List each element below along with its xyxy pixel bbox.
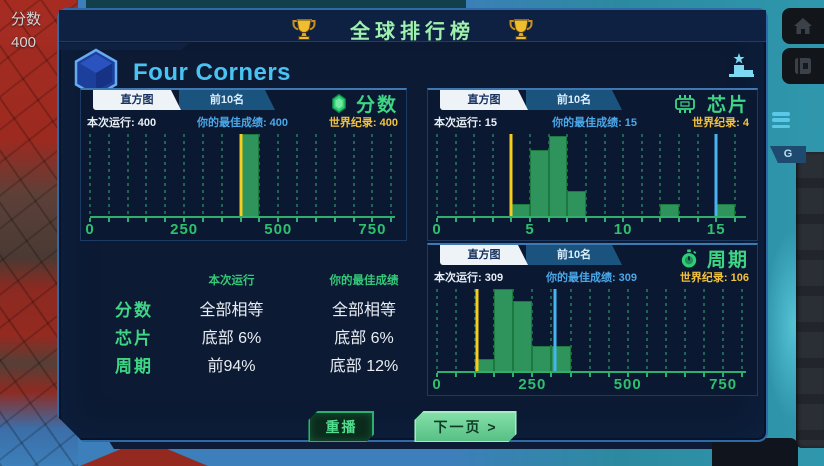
- cycles-panel-title: 周期: [706, 250, 749, 271]
- replay-button[interactable]: 重播: [308, 411, 374, 443]
- tab-histogram[interactable]: 直方图: [440, 90, 528, 110]
- tab-histogram-label: 直方图: [120, 94, 154, 106]
- save-button[interactable]: [782, 48, 824, 84]
- axis-tick-label: 250: [518, 376, 547, 393]
- dialog-notch: [59, 43, 189, 50]
- cycles-record-text: 世界纪录: 106: [679, 272, 749, 284]
- tab-histogram[interactable]: 直方图: [93, 90, 181, 110]
- stat-score-label: 分数: [115, 301, 153, 320]
- cycles-panel: 直方图 前10名 周期 本次运行: 309 你的最佳成绩: 309 世界纪录: …: [427, 243, 758, 396]
- tab-top10[interactable]: 前10名: [179, 90, 275, 110]
- record-marker-line: [476, 289, 479, 371]
- axis-tick-label: 0: [432, 221, 442, 238]
- cycles-best-text: 你的最佳成绩: 309: [545, 272, 638, 284]
- tab-top10-label: 前10名: [556, 249, 592, 261]
- chips-record-text: 世界纪录: 4: [692, 117, 749, 129]
- tab-histogram-label: 直方图: [467, 94, 501, 106]
- axis-tick-label: 0: [432, 376, 442, 393]
- axis-tick-label: 250: [170, 221, 199, 238]
- axis-tick-label: 750: [358, 221, 387, 238]
- record-marker-line: [510, 134, 513, 216]
- hamburger-menu-icon[interactable]: [770, 111, 792, 129]
- stat-chips-label: 芯片: [115, 329, 153, 348]
- hud-score: 分数 400: [11, 8, 41, 54]
- best-marker-line: [715, 134, 718, 216]
- score-best-text: 你的最佳成绩: 400: [196, 117, 289, 129]
- stat-cycles-best: 底部 12%: [329, 358, 399, 375]
- hud-score-label: 分数: [11, 11, 42, 28]
- histogram-bar: [494, 289, 513, 371]
- side-panel-background: [796, 152, 824, 448]
- stat-score-best: 全部相等: [331, 302, 396, 319]
- stopwatch-icon: [680, 248, 698, 269]
- puzzle-name: Four Corners: [133, 59, 292, 86]
- trophy-icon: [292, 18, 316, 41]
- record-marker-line: [239, 134, 242, 216]
- dialog-title: 全球排行榜: [350, 21, 475, 43]
- stat-cycles-run: 前94%: [207, 358, 256, 375]
- comparison-col-best: 你的最佳成绩: [329, 275, 399, 287]
- axis-tick-label: 10: [613, 221, 633, 238]
- tab-histogram-label: 直方图: [467, 249, 501, 261]
- gem-icon: [331, 93, 347, 114]
- tab-top10[interactable]: 前10名: [526, 90, 622, 110]
- score-histogram: 0 250 500 750: [90, 134, 395, 218]
- histogram-bar: [511, 204, 530, 216]
- chips-panel: 直方图 前10名 芯片 本次运行: 15 你的最佳成绩: 15 世界纪录: 4 …: [427, 88, 758, 241]
- stat-cycles-label: 周期: [115, 357, 153, 376]
- tab-top10-label: 前10名: [556, 94, 592, 106]
- red-block-foreground: [80, 449, 208, 466]
- histogram-bar: [660, 204, 679, 216]
- score-panel: 直方图 前10名 分数 本次运行: 400 你的最佳成绩: 400 世界纪录: …: [80, 88, 407, 241]
- score-run-text: 本次运行: 400: [87, 117, 157, 129]
- bottom-right-block: [712, 438, 798, 466]
- axis-tick-label: 500: [613, 376, 642, 393]
- tab-top10[interactable]: 前10名: [526, 245, 622, 265]
- histogram-bar: [532, 346, 551, 371]
- leaderboard-podium-icon: [726, 52, 756, 79]
- next-page-button[interactable]: 下一页 >: [414, 411, 516, 443]
- stat-score-run: 全部相等: [199, 302, 264, 319]
- histogram-bar: [530, 150, 549, 216]
- stat-chips-best: 底部 6%: [334, 330, 394, 347]
- histogram-bar: [475, 359, 494, 371]
- leaderboard-dialog: 全球排行榜 Four Corners 直方图 前10名: [57, 8, 768, 442]
- chips-panel-title: 芯片: [706, 95, 749, 116]
- axis-tick-label: 5: [525, 221, 535, 238]
- axis-tick-label: 0: [85, 221, 95, 238]
- side-tab-g[interactable]: G: [770, 146, 806, 163]
- stat-chips-run: 底部 6%: [201, 330, 262, 347]
- best-marker-line: [553, 289, 556, 371]
- comparison-col-run: 本次运行: [208, 275, 255, 287]
- comparison-table: 本次运行 你的最佳成绩 分数 全部相等 全部相等 芯片 底部 6% 底部 6% …: [99, 272, 434, 380]
- score-panel-title: 分数: [355, 95, 398, 116]
- save-icon: [793, 56, 813, 76]
- axis-tick-label: 750: [709, 376, 738, 393]
- histogram-bar: [513, 301, 532, 371]
- histogram-bar: [549, 136, 568, 216]
- chip-icon: [672, 94, 698, 114]
- histogram-bar: [567, 191, 586, 216]
- hud-score-value: 400: [11, 34, 37, 51]
- cycles-run-text: 本次运行: 309: [434, 272, 504, 284]
- cycles-histogram: 0 250 500 750: [437, 289, 746, 373]
- histogram-bar: [241, 134, 260, 216]
- home-button[interactable]: [782, 8, 824, 44]
- histogram-bar: [716, 204, 735, 216]
- score-record-text: 世界纪录: 400: [328, 117, 398, 129]
- chips-histogram: 0 5 10 15: [437, 134, 746, 218]
- background-strip: [86, 0, 466, 9]
- chips-best-text: 你的最佳成绩: 15: [552, 117, 638, 129]
- axis-tick-label: 500: [264, 221, 293, 238]
- tab-histogram[interactable]: 直方图: [440, 245, 528, 265]
- chips-run-text: 本次运行: 15: [434, 117, 497, 129]
- dialog-title-bar: [59, 10, 766, 42]
- axis-tick-label: 15: [706, 221, 726, 238]
- trophy-icon: [509, 18, 533, 41]
- home-icon: [792, 16, 814, 36]
- tab-top10-label: 前10名: [209, 94, 245, 106]
